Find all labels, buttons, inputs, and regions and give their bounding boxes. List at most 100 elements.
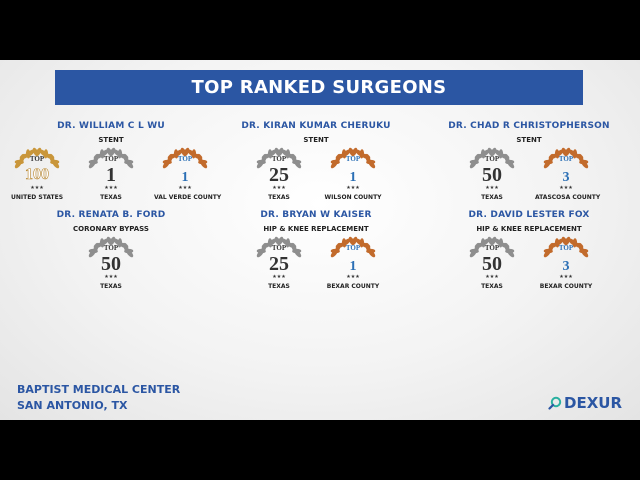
badge-rank: 25 [269, 164, 289, 186]
surgeon-name: DR. WILLIAM C L WU [57, 121, 165, 131]
rank-badge: TOP 1 ★★★ WILSON COUNTY [322, 147, 384, 201]
badge-region: BEXAR COUNTY [326, 283, 380, 290]
badge-stars: ★★★ [104, 274, 118, 280]
laurel-wreath [256, 236, 302, 258]
surgeon-name: DR. RENATA B. FORD [56, 210, 166, 220]
laurel-wreath [88, 147, 134, 169]
badge-stars: ★★★ [485, 274, 499, 280]
rank-badge: TOP 50 ★★★ TEXAS [461, 236, 523, 290]
procedure-label: STENT [516, 136, 542, 144]
rank-badge: TOP 100 ★★★ UNITED STATES [6, 147, 68, 201]
surgeon-card: DR. BRYAN W KAISER HIP & KNEE REPLACEMENT… [211, 210, 421, 290]
rank-badge-icon: TOP 3★★★ [543, 147, 589, 191]
rank-badge: TOP 50 ★★★ TEXAS [80, 236, 142, 290]
badge-stars: ★★★ [559, 274, 573, 280]
badge-top-word: TOP [272, 155, 287, 163]
magnifier-icon [548, 396, 562, 410]
surgeon-card: DR. CHAD R CHRISTOPHERSON STENT TOP 50 ★★★ TE… [424, 121, 634, 201]
badge-stars: ★★★ [30, 185, 44, 191]
badge-row: TOP 50 ★★★ TEXAS [6, 236, 216, 290]
surgeon-name: DR. DAVID LESTER FOX [468, 210, 590, 220]
laurel-wreath [330, 236, 376, 258]
badge-rank: 3 [563, 170, 570, 185]
badge-row: TOP 25 ★★★ TEXAS TOP 1 ★★★ WILSON COUNTY [211, 147, 421, 201]
rank-badge: TOP 50 ★★★ TEXAS [461, 147, 523, 201]
rank-badge-icon: TOP 100 ★★★ [14, 147, 60, 191]
logo-text: DEXUR [564, 394, 622, 412]
badge-rank: 50 [482, 164, 502, 186]
badge-stars: ★★★ [346, 274, 360, 280]
rank-badge: TOP 1 ★★★ VAL VERDE COUNTY [154, 147, 222, 201]
laurel-wreath [469, 236, 515, 258]
laurel-wreath [469, 147, 515, 169]
badge-top-word: TOP [104, 244, 119, 252]
procedure-label: STENT [303, 136, 329, 144]
badge-top-word: TOP [485, 244, 500, 252]
rank-badge: TOP 1 ★★★ BEXAR COUNTY [322, 236, 384, 290]
badge-rank: 1 [350, 259, 357, 274]
badge-top-word: TOP [559, 155, 574, 163]
rank-badge: TOP 25 ★★★ TEXAS [248, 147, 310, 201]
badge-region: UNITED STATES [10, 194, 64, 201]
surgeon-name: DR. CHAD R CHRISTOPHERSON [448, 121, 610, 131]
badge-stars: ★★★ [559, 185, 573, 191]
badge-region: TEXAS [100, 194, 122, 201]
surgeon-name: DR. KIRAN KUMAR CHERUKU [241, 121, 391, 131]
slide: TOP RANKED SURGEONS DR. WILLIAM C L WU ST… [0, 60, 640, 420]
badge-top-word: TOP [559, 244, 574, 252]
surgeon-card: DR. KIRAN KUMAR CHERUKU STENT TOP 25 ★★★ TEXA… [211, 121, 421, 201]
rank-badge: TOP 3 ★★★ BEXAR COUNTY [535, 236, 597, 290]
surgeon-card: DR. DAVID LESTER FOX HIP & KNEE REPLACEME… [424, 210, 634, 290]
badge-top-word: TOP [346, 155, 361, 163]
surgeon-card: DR. WILLIAM C L WU STENT TOP 100 ★★★ UNITED S… [6, 121, 222, 201]
badge-region: TEXAS [481, 283, 503, 290]
procedure-label: STENT [98, 136, 124, 144]
badge-top-word: TOP [104, 155, 119, 163]
badge-region: TEXAS [481, 194, 503, 201]
badge-region: WILSON COUNTY [324, 194, 382, 201]
badge-region: ATASCOSA COUNTY [535, 194, 601, 201]
badge-stars: ★★★ [272, 185, 286, 191]
badge-rank: 100 [25, 166, 49, 183]
badge-top-word: TOP [272, 244, 287, 252]
badge-stars: ★★★ [178, 185, 192, 191]
badge-rank: 50 [482, 253, 502, 275]
badge-row: TOP 50 ★★★ TEXAS TOP 3 ★★★ BEXAR COUNTY [424, 236, 634, 290]
laurel-wreath [543, 147, 589, 169]
badge-stars: ★★★ [485, 185, 499, 191]
procedure-label: HIP & KNEE REPLACEMENT [476, 225, 582, 233]
procedure-label: HIP & KNEE REPLACEMENT [263, 225, 369, 233]
laurel-wreath [162, 147, 208, 169]
badge-stars: ★★★ [346, 185, 360, 191]
surgeon-card: DR. RENATA B. FORD CORONARY BYPASS TOP 50 ★★… [6, 210, 216, 290]
hospital-location: BAPTIST MEDICAL CENTER SAN ANTONIO, TX [17, 382, 180, 414]
badge-rank: 1 [106, 164, 116, 186]
badge-region: TEXAS [268, 283, 290, 290]
laurel-wreath [330, 147, 376, 169]
hospital-name: BAPTIST MEDICAL CENTER [17, 383, 181, 396]
rank-badge: TOP 25 ★★★ TEXAS [248, 236, 310, 290]
laurel-wreath [88, 236, 134, 258]
badge-stars: ★★★ [272, 274, 286, 280]
rank-badge: TOP 1 ★★★ TEXAS [80, 147, 142, 201]
rank-badge-icon: TOP 3★★★ [543, 236, 589, 280]
dexur-logo: DEXUR [548, 394, 622, 412]
procedure-label: CORONARY BYPASS [73, 225, 149, 233]
surgeon-name: DR. BRYAN W KAISER [260, 210, 372, 220]
laurel-wreath [543, 236, 589, 258]
badge-region: VAL VERDE COUNTY [154, 194, 222, 201]
badge-rank: 3 [563, 259, 570, 274]
badge-rank: 25 [269, 253, 289, 275]
badge-row: TOP 100 ★★★ UNITED STATES TOP 1 ★★★ TEXAS TOP 1 ★★… [6, 147, 222, 201]
badge-rank: 1 [182, 170, 189, 185]
badge-row: TOP 25 ★★★ TEXAS TOP 1 ★★★ BEXAR COUNTY [211, 236, 421, 290]
badge-region: TEXAS [100, 283, 122, 290]
badge-top-word: TOP [485, 155, 500, 163]
